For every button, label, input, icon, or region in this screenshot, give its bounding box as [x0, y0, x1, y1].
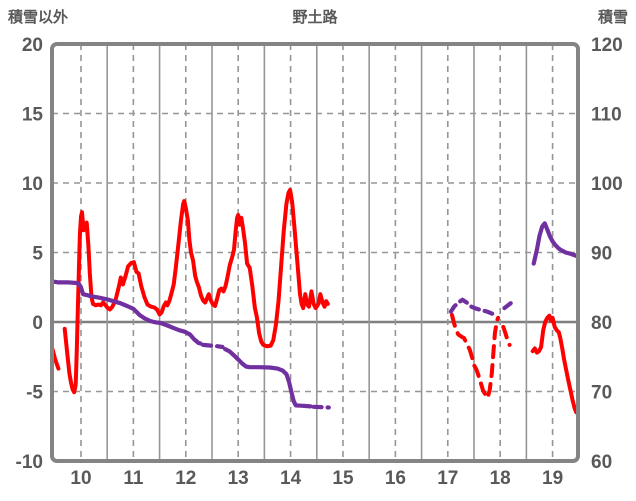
x-axis-tick-label: 13	[228, 468, 249, 489]
left-axis-tick-label: 20	[22, 35, 43, 56]
series-line-snow	[223, 347, 313, 409]
series-line-snow	[448, 297, 500, 318]
right-axis-tick-label: 100	[591, 174, 623, 195]
x-axis-tick-label: 15	[332, 468, 354, 489]
right-axis-tick-label: 70	[591, 383, 612, 404]
left-axis-tick-label: 15	[22, 105, 44, 126]
x-axis-tick-label: 17	[437, 468, 458, 489]
x-axis-tick-label: 12	[175, 468, 196, 489]
x-axis-tick-label: 10	[70, 468, 91, 489]
series-line-non-snow	[501, 324, 512, 347]
series-line-snow	[201, 342, 225, 350]
series-line-non-snow	[450, 313, 501, 400]
series-line-non-snow	[62, 187, 330, 395]
right-axis-tick-label: 60	[591, 452, 612, 473]
right-axis-tick-label: 80	[591, 313, 612, 334]
left-axis-title: 積雪以外	[8, 9, 69, 26]
left-axis-tick-label: -5	[26, 383, 43, 404]
left-axis-tick-label: -10	[16, 452, 43, 473]
chart-title: 野土路	[292, 9, 338, 26]
x-axis-tick-label: 16	[385, 468, 406, 489]
x-axis-tick-label: 11	[123, 468, 144, 489]
right-axis-tick-label: 120	[591, 35, 623, 56]
right-axis-tick-label: 90	[591, 244, 612, 265]
x-axis-tick-label: 14	[280, 468, 302, 489]
right-axis-tick-label: 110	[591, 105, 622, 126]
left-axis-tick-label: 10	[22, 174, 43, 195]
left-axis-tick-label: 0	[32, 313, 43, 334]
series-line-snow	[531, 221, 579, 266]
plot-frame	[50, 42, 580, 463]
left-axis-tick-label: 5	[32, 244, 43, 265]
x-axis-tick-label: 18	[490, 468, 511, 489]
right-axis-title: 積雪	[597, 9, 628, 26]
x-axis-tick-label: 19	[542, 468, 563, 489]
series-line-snow	[502, 301, 513, 311]
series-line-snow	[311, 404, 331, 410]
series-line-non-snow	[530, 313, 579, 415]
series-line-snow	[55, 280, 203, 346]
